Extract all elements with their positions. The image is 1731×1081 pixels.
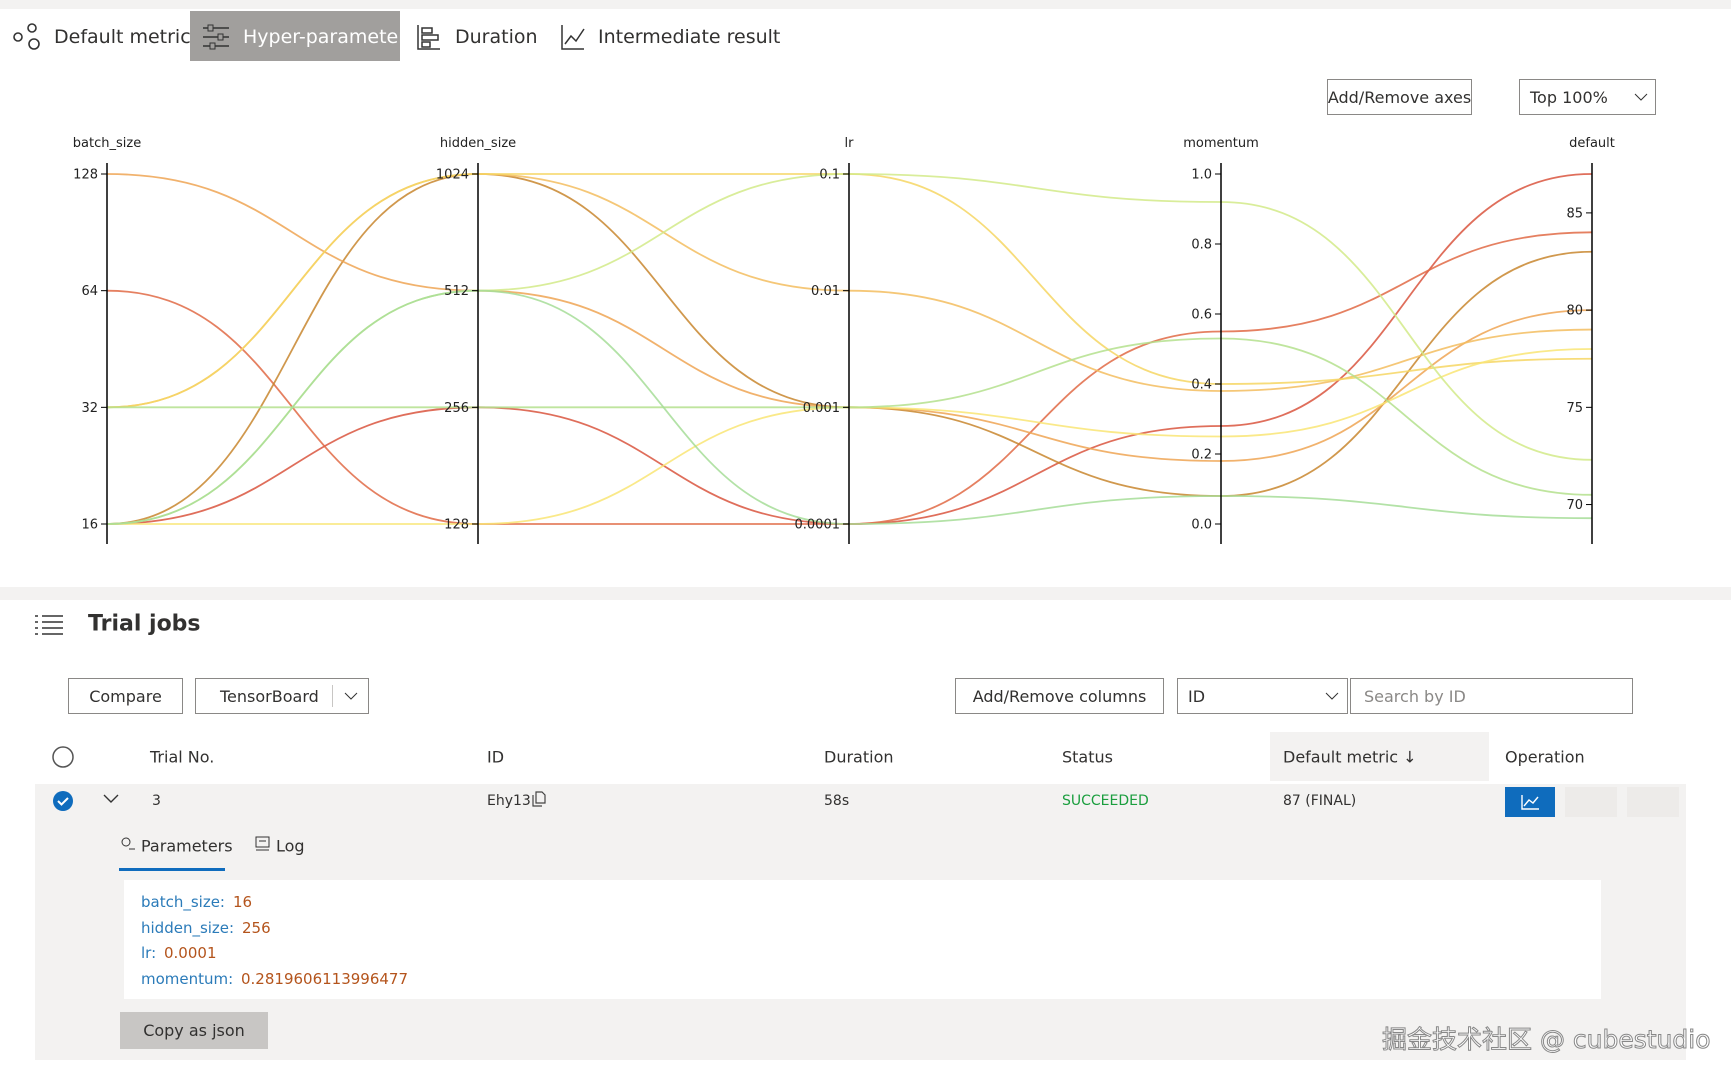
divider: [332, 685, 333, 707]
column-header: Duration: [824, 747, 894, 767]
trial-line: [106, 173, 1593, 525]
column-header: ID: [487, 747, 505, 767]
parallel-chart: batch_size 16 32 64 128 hidden_size 128 256 512 1…: [73, 136, 1615, 544]
axes-button[interactable]: Add/Remove axes: [1327, 79, 1472, 115]
tab[interactable]: Hyper-parameter: [243, 26, 407, 48]
chevron: [1634, 93, 1648, 101]
disabled-button: [1565, 787, 1617, 817]
icon-duration: [417, 25, 440, 50]
tick-label: 64: [81, 284, 98, 299]
tab-underline: [119, 868, 225, 871]
chevron: [344, 692, 358, 700]
param-box: [124, 880, 1601, 999]
search-field-dropdown[interactable]: ID: [1177, 678, 1348, 714]
row-check[interactable]: [51, 789, 75, 813]
icon-hyper: [203, 24, 229, 50]
column-header: Trial No.: [150, 747, 215, 767]
param-icon: [121, 837, 135, 850]
watermark: 掘金技术社区 @ cubestudio: [1382, 1025, 1712, 1055]
tick-label: 85: [1566, 206, 1583, 221]
tensorboard-label: TensorBoard: [220, 686, 319, 706]
dropdown-value: ID: [1188, 686, 1206, 706]
param-key: hidden_size:: [141, 918, 235, 937]
tick-label: 256: [444, 401, 469, 416]
icon-intermediate: [561, 25, 585, 50]
copy-icon[interactable]: [532, 791, 546, 807]
param-key: momentum:: [141, 969, 234, 988]
columns-button[interactable]: Add/Remove columns: [955, 678, 1164, 714]
compare-button[interactable]: Compare: [68, 678, 183, 714]
top-dropdown[interactable]: Top 100%: [1519, 79, 1656, 115]
cell: 87 (FINAL): [1283, 793, 1357, 809]
trial-line: [107, 337, 1593, 496]
icon-metric: [13, 23, 40, 50]
column-header[interactable]: Default metric ↓: [1283, 747, 1417, 767]
detail-tab[interactable]: Log: [276, 836, 305, 856]
tick-label: 1024: [436, 168, 469, 183]
tab[interactable]: Intermediate result: [598, 26, 781, 48]
chevron: [1325, 692, 1339, 700]
cell: 58s: [824, 793, 850, 809]
expand-chevron[interactable]: [103, 794, 119, 804]
tab[interactable]: Default metric: [54, 26, 191, 48]
tick-label: 512: [444, 284, 469, 299]
param-key: lr:: [141, 944, 157, 962]
tick-label: 128: [73, 168, 98, 183]
axis-label: lr: [845, 136, 855, 151]
axis-label: momentum: [1183, 136, 1259, 151]
axis-label: default: [1569, 136, 1615, 151]
tick-label: 80: [1566, 304, 1583, 319]
copy-json-button[interactable]: Copy as json: [120, 1012, 268, 1049]
icon-list: [35, 615, 63, 635]
trial-line: [106, 289, 1593, 525]
chart-icon: [1521, 795, 1539, 810]
param-value: 0.2819606113996477: [241, 969, 409, 988]
cell: 3: [152, 793, 161, 809]
search-box[interactable]: Search by ID: [1350, 678, 1633, 714]
cell: SUCCEEDED: [1062, 793, 1149, 809]
tick-label: 0.001: [803, 401, 840, 416]
column-header: Status: [1062, 747, 1113, 767]
tick-label: 0.01: [811, 284, 840, 299]
tick-label: 128: [444, 518, 469, 533]
param-value: 256: [242, 918, 271, 937]
tick-label: 1.0: [1191, 168, 1212, 183]
tick-label: 70: [1566, 498, 1583, 513]
tab[interactable]: Duration: [455, 26, 538, 48]
param-value: 16: [233, 893, 253, 911]
tick-label: 32: [81, 401, 98, 416]
section-title: Trial jobs: [88, 611, 201, 637]
tick-label: 0.8: [1191, 238, 1212, 253]
tick-label: 0.6: [1191, 308, 1212, 323]
tick-label: 75: [1566, 401, 1583, 416]
param-key: batch_size:: [141, 893, 225, 911]
tick-label: 0.0: [1191, 518, 1212, 533]
detail-tab[interactable]: Parameters: [141, 836, 233, 856]
tick-label: 0.1: [819, 168, 840, 183]
detail-button[interactable]: [1505, 787, 1555, 817]
select-all[interactable]: [51, 745, 75, 769]
cell: Ehy13: [487, 793, 531, 809]
tick-label: 0.4: [1191, 378, 1212, 393]
sorted-header-bg: [1270, 732, 1489, 781]
param-value: 0.0001: [164, 944, 217, 962]
tick-label: 0.0001: [795, 518, 841, 533]
log-icon: [255, 836, 270, 851]
axis-label: batch_size: [73, 136, 141, 151]
disabled-button: [1627, 787, 1679, 817]
active-tab-bg: [190, 11, 400, 61]
tick-label: 0.2: [1191, 448, 1212, 463]
column-header: Operation: [1505, 747, 1585, 767]
axis-label: hidden_size: [440, 136, 516, 151]
tick-label: 16: [81, 518, 98, 533]
tensorboard-button[interactable]: TensorBoard: [195, 678, 369, 714]
